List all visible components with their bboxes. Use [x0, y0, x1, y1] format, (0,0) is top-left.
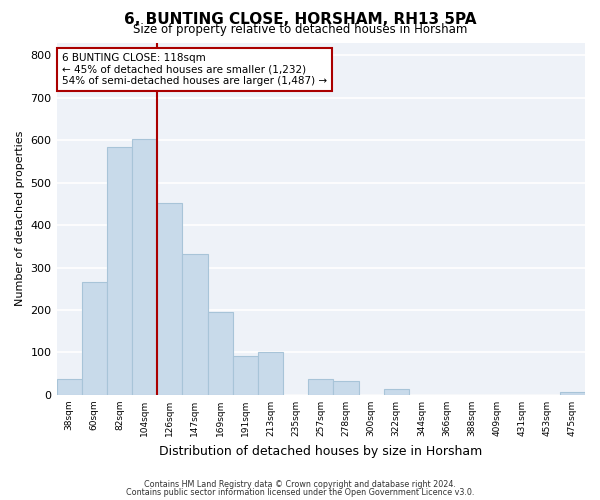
Bar — [258, 352, 283, 395]
Bar — [334, 381, 359, 395]
Bar — [383, 388, 409, 395]
Bar — [82, 282, 107, 395]
Y-axis label: Number of detached properties: Number of detached properties — [15, 131, 25, 306]
Text: 6 BUNTING CLOSE: 118sqm
← 45% of detached houses are smaller (1,232)
54% of semi: 6 BUNTING CLOSE: 118sqm ← 45% of detache… — [62, 53, 327, 86]
Bar — [132, 139, 157, 395]
Text: Contains HM Land Registry data © Crown copyright and database right 2024.: Contains HM Land Registry data © Crown c… — [144, 480, 456, 489]
Bar — [182, 254, 208, 395]
Bar — [233, 356, 258, 395]
Bar — [208, 312, 233, 395]
Bar — [56, 379, 82, 395]
Text: 6, BUNTING CLOSE, HORSHAM, RH13 5PA: 6, BUNTING CLOSE, HORSHAM, RH13 5PA — [124, 12, 476, 28]
X-axis label: Distribution of detached houses by size in Horsham: Distribution of detached houses by size … — [159, 444, 482, 458]
Bar — [308, 379, 334, 395]
Bar — [157, 202, 182, 395]
Bar — [560, 392, 585, 395]
Text: Size of property relative to detached houses in Horsham: Size of property relative to detached ho… — [133, 22, 467, 36]
Text: Contains public sector information licensed under the Open Government Licence v3: Contains public sector information licen… — [126, 488, 474, 497]
Bar — [107, 146, 132, 395]
